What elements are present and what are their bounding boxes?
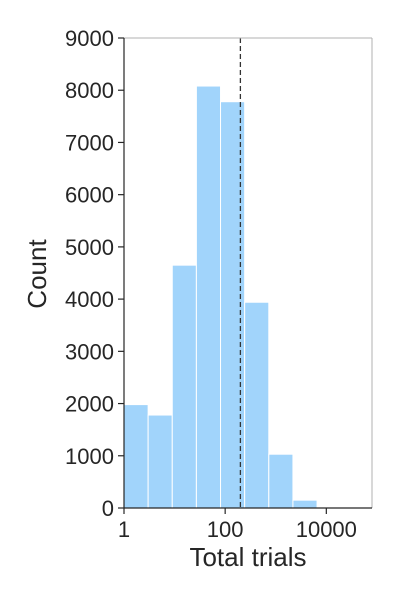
x-tick-label: 100 — [207, 517, 244, 542]
y-tick-label: 7000 — [65, 130, 114, 155]
histogram-bar-1 — [123, 404, 149, 509]
x-tick-label: 10000 — [296, 517, 357, 542]
x-axis-title: Total trials — [189, 542, 306, 572]
histogram-bar-3 — [171, 264, 197, 509]
histogram-bar-2 — [147, 414, 173, 509]
histogram-bar-8 — [292, 499, 318, 509]
y-tick-label: 6000 — [65, 183, 114, 208]
y-axis-title: Count — [22, 239, 52, 309]
axes-frame — [123, 37, 373, 509]
y-tick-label: 5000 — [65, 235, 114, 260]
histogram-bar-7 — [268, 453, 294, 509]
y-tick-label: 9000 — [65, 26, 114, 51]
histogram-bar-5 — [220, 101, 246, 509]
y-axis: 0 1000 2000 3000 4000 5000 6000 7000 8000 9000 — [65, 26, 124, 521]
y-tick-label: 3000 — [65, 339, 114, 364]
y-tick-label: 8000 — [65, 78, 114, 103]
y-tick-label: 1000 — [65, 444, 114, 469]
y-tick-label: 2000 — [65, 392, 114, 417]
y-tick-label: 4000 — [65, 287, 114, 312]
bars-group — [123, 85, 342, 509]
histogram-bar-6 — [244, 301, 270, 509]
histogram-bar-4 — [195, 85, 222, 509]
y-tick-label: 0 — [102, 496, 114, 521]
x-tick-label: 1 — [118, 517, 130, 542]
x-axis: 1 100 10000 — [118, 508, 357, 542]
